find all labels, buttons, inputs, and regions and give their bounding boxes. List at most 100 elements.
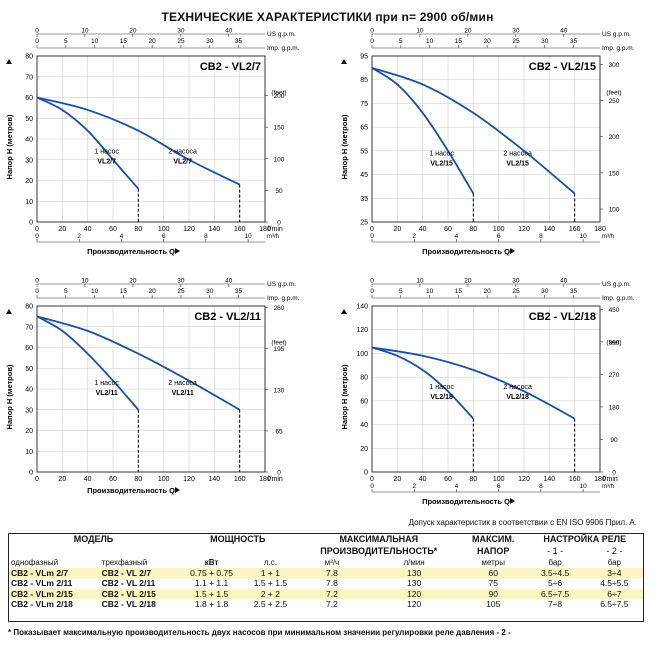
imp-gpm-tick-label: 35	[235, 38, 243, 45]
us-gpm-tick-label: 10	[416, 278, 424, 285]
y-axis-arrow-icon	[6, 59, 12, 64]
feet-tick-label: 450	[609, 307, 620, 314]
series-label: 2 насоса	[503, 384, 532, 391]
x-axis-label: Производительность Q	[87, 247, 175, 256]
series-line	[371, 67, 576, 195]
max-head: 105	[460, 599, 526, 610]
x-tick-label: 120	[518, 226, 530, 233]
flow-m3h: 7.8	[296, 578, 368, 589]
x-axis-arrow-icon	[175, 248, 180, 254]
flow-header-line2: ПРОИЗВОДИТЕЛЬНОСТЬ*	[320, 546, 438, 556]
relay2-setting: 3÷4	[584, 567, 644, 578]
relay1-number: - 1 -	[547, 546, 564, 556]
three-phase-model: CB2 - VL 2/7	[98, 567, 179, 578]
x-tick-label: 80	[134, 476, 142, 483]
single-phase-model: CB2 - VLm 2/15	[8, 588, 99, 599]
spec-table: МОДЕЛЬ МОЩНОСТЬ МАКСИМАЛЬНАЯ МАКСИМ. НАС…	[8, 533, 644, 610]
m3h-tick-label: 0	[35, 233, 39, 240]
y-tick-label: 10	[25, 449, 33, 456]
x-axis-label: Производительность Q	[87, 486, 175, 495]
series-label: VL2/7	[97, 159, 116, 166]
power-header: МОЩНОСТЬ	[210, 534, 266, 544]
us-gpm-tick-label: 40	[560, 28, 568, 35]
us-gpm-tick-label: 0	[370, 278, 374, 285]
us-gpm-tick-label: 0	[35, 28, 39, 35]
y-tick-label: 70	[25, 74, 33, 81]
x-tick-label: 160	[569, 226, 581, 233]
three-phase-header: трехфазный	[101, 557, 148, 567]
head-unit-header: метры	[481, 557, 505, 567]
y-tick-label: 95	[360, 54, 368, 61]
x-tick-label: 0	[35, 226, 39, 233]
y-tick-label: 20	[360, 446, 368, 453]
series-label: 1 насос	[429, 151, 454, 158]
m3h-header: м³/ч	[324, 557, 340, 567]
chart-title: CB2 - VL2/7	[200, 61, 261, 73]
us-gpm-label: US g.p.m.	[602, 281, 631, 288]
x-axis-label: Производительность Q	[422, 497, 510, 506]
series-label: VL2/11	[96, 390, 118, 397]
us-gpm-tick-label: 30	[177, 28, 185, 35]
series-label: VL2/18	[506, 394, 529, 401]
us-gpm-tick-label: 20	[464, 278, 472, 285]
footnote: * Показывает максимальную производительн…	[8, 628, 511, 637]
us-gpm-tick-label: 20	[464, 28, 472, 35]
x-unit-label: l/min	[268, 476, 283, 483]
y-tick-label: 70	[25, 324, 33, 331]
series-label: 1 насос	[94, 149, 119, 156]
imp-gpm-tick-label: 5	[399, 288, 403, 295]
x-tick-label: 100	[493, 226, 505, 233]
feet-tick-label: 0	[277, 470, 281, 477]
chart-title: CB2 - VL2/18	[529, 311, 596, 323]
imp-gpm-tick-label: 20	[149, 38, 157, 45]
y-tick-label: 30	[25, 157, 33, 164]
imp-gpm-tick-label: 20	[484, 288, 492, 295]
three-phase-model: CB2 - VL 2/15	[98, 588, 179, 599]
power-hp: 1 + 1	[244, 567, 297, 578]
m3h-tick-label: 10	[244, 233, 252, 240]
m3h-tick-label: 2	[412, 233, 416, 240]
m3h-tick-label: 10	[579, 233, 587, 240]
imp-gpm-tick-label: 5	[399, 38, 403, 45]
feet-unit-label: (feet)	[606, 90, 621, 97]
y-axis-label: Напор H (метров)	[340, 364, 349, 429]
series-line	[371, 346, 576, 420]
x-tick-label: 80	[469, 476, 477, 483]
x-axis-arrow-icon	[175, 487, 180, 493]
imp-gpm-tick-label: 20	[149, 288, 157, 295]
imp-gpm-tick-label: 10	[91, 38, 99, 45]
y-tick-label: 40	[25, 387, 33, 394]
y-tick-label: 40	[25, 137, 33, 144]
head-header-line2: НАПОР	[477, 546, 510, 556]
tolerance-note: Допуск характеристик в соответствии с EN…	[408, 518, 637, 527]
x-tick-label: 140	[208, 476, 220, 483]
feet-tick-label: 150	[609, 170, 620, 177]
x-tick-label: 20	[393, 226, 401, 233]
flow-header-line1: МАКСИМАЛЬНАЯ	[339, 534, 419, 544]
imp-gpm-tick-label: 35	[570, 38, 578, 45]
us-gpm-tick-label: 30	[177, 278, 185, 285]
y-tick-label: 55	[360, 148, 368, 155]
feet-tick-label: 200	[609, 134, 620, 141]
us-gpm-label: US g.p.m.	[267, 281, 296, 288]
table-row: CB2 - VLm 2/11 CB2 - VL 2/11 1.1 + 1.1 1…	[8, 578, 644, 589]
series-label: 2 насоса	[168, 380, 197, 387]
plot-frame	[36, 305, 266, 473]
kw-header: кВт	[204, 557, 219, 567]
y-axis-label: Напор H (метров)	[5, 364, 14, 429]
imp-gpm-tick-label: 0	[370, 38, 374, 45]
us-gpm-tick-label: 10	[81, 278, 89, 285]
x-tick-label: 0	[35, 476, 39, 483]
y-tick-label: 45	[360, 172, 368, 179]
y-tick-label: 50	[25, 366, 33, 373]
head-header: МАКСИМ.	[461, 533, 526, 545]
series-line	[36, 96, 241, 186]
table-subheader-row: однофазный трехфазный кВт л.с. м³/ч л/ми…	[8, 557, 644, 568]
feet-tick-label: 90	[610, 437, 618, 444]
y-tick-label: 30	[25, 407, 33, 414]
m3h-unit-label: m³/h	[267, 234, 279, 240]
x-tick-label: 20	[58, 226, 66, 233]
m3h-tick-label: 6	[497, 483, 501, 490]
plot-frame	[36, 55, 266, 223]
